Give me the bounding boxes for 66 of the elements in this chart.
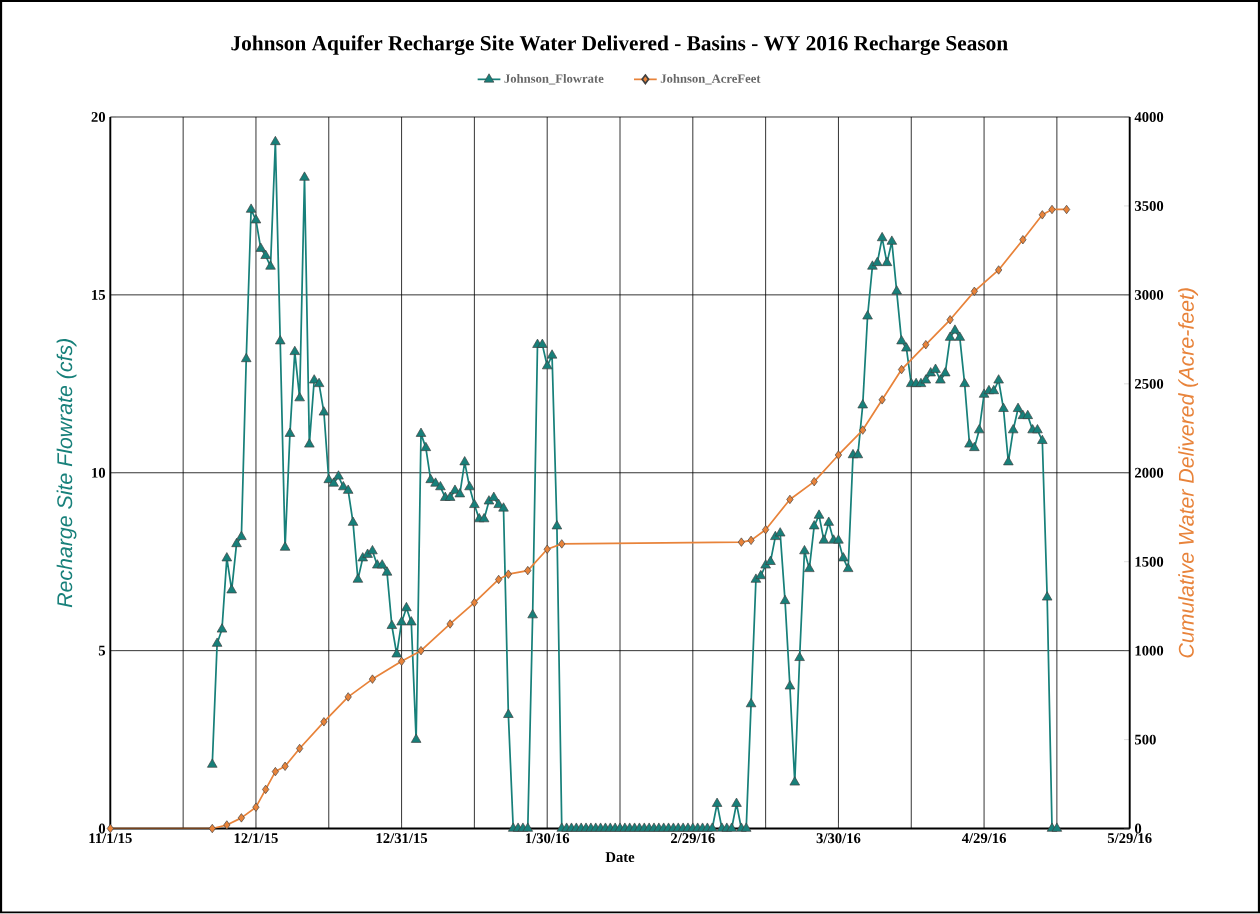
point (762, 525, 770, 535)
x-tick-label: 5/29/16 (1107, 833, 1152, 844)
point (344, 692, 352, 702)
point (834, 450, 842, 460)
x-tick-label: 11/1/15 (89, 833, 132, 844)
point (252, 802, 260, 813)
y-tick-label: 15 (92, 290, 106, 300)
y2-tick-label: 2000 (1135, 468, 1164, 478)
legend-label: Johnson_AcreFeet (660, 74, 761, 85)
point (558, 539, 566, 549)
point (1019, 235, 1027, 245)
y2-tick-label: 2500 (1135, 379, 1164, 389)
point (543, 544, 551, 555)
point (898, 365, 906, 375)
point (922, 340, 930, 350)
point (747, 535, 755, 546)
point (970, 286, 978, 297)
point (262, 785, 270, 795)
y-tick-label: 0 (98, 823, 106, 834)
point (398, 656, 406, 667)
y2-tick-label: 1500 (1135, 556, 1164, 567)
y2-tick-label: 3000 (1134, 290, 1164, 301)
chart-title: Johnson Aquifer Recharge Site Water Delivered - Basins - WY 2016 Recharge Season (231, 35, 1008, 56)
x-tick-label: 4/29/16 (961, 833, 1007, 844)
point (995, 265, 1003, 275)
point (1048, 205, 1056, 215)
point (946, 315, 954, 325)
point (106, 824, 114, 834)
point (223, 820, 231, 830)
y2-tick-label: 4000 (1134, 112, 1164, 123)
x-axis-title: Date (605, 852, 635, 863)
y-axis-title: Recharge Site Flowrate (cfs) (56, 339, 77, 608)
point (878, 395, 886, 405)
y2-tick-label: 500 (1134, 734, 1156, 745)
point (810, 477, 818, 487)
point (495, 575, 503, 585)
point (1063, 205, 1071, 215)
point (296, 744, 304, 754)
y2-tick-label: 3500 (1134, 201, 1164, 212)
point (737, 537, 745, 547)
point (320, 717, 328, 727)
point (417, 646, 425, 656)
point (859, 425, 867, 435)
y2-axis-title: Cumulative Water Delivered (Acre-feet) (1178, 288, 1199, 658)
x-tick-label: 3/30/16 (816, 833, 861, 844)
x-tick-label: 1/30/16 (525, 833, 570, 844)
y2-tick-label: 0 (1134, 823, 1142, 834)
y-tick-label: 10 (92, 468, 106, 478)
point (786, 495, 794, 505)
point (470, 598, 478, 608)
y-tick-label: 20 (91, 112, 106, 123)
x-tick-label: 12/1/15 (234, 833, 278, 844)
y-tick-label: 5 (98, 646, 106, 656)
point (368, 674, 376, 684)
point (504, 569, 512, 579)
point (271, 767, 279, 777)
x-tick-label: 2/29/16 (671, 833, 715, 844)
point (208, 824, 216, 834)
point (524, 566, 532, 576)
y2-tick-label: 1000 (1135, 645, 1164, 656)
x-tick-label: 12/31/15 (376, 833, 428, 844)
point (281, 761, 289, 772)
legend-label: Johnson_Flowrate (504, 74, 604, 85)
point (1038, 210, 1046, 220)
point (446, 619, 454, 629)
point (237, 813, 245, 823)
